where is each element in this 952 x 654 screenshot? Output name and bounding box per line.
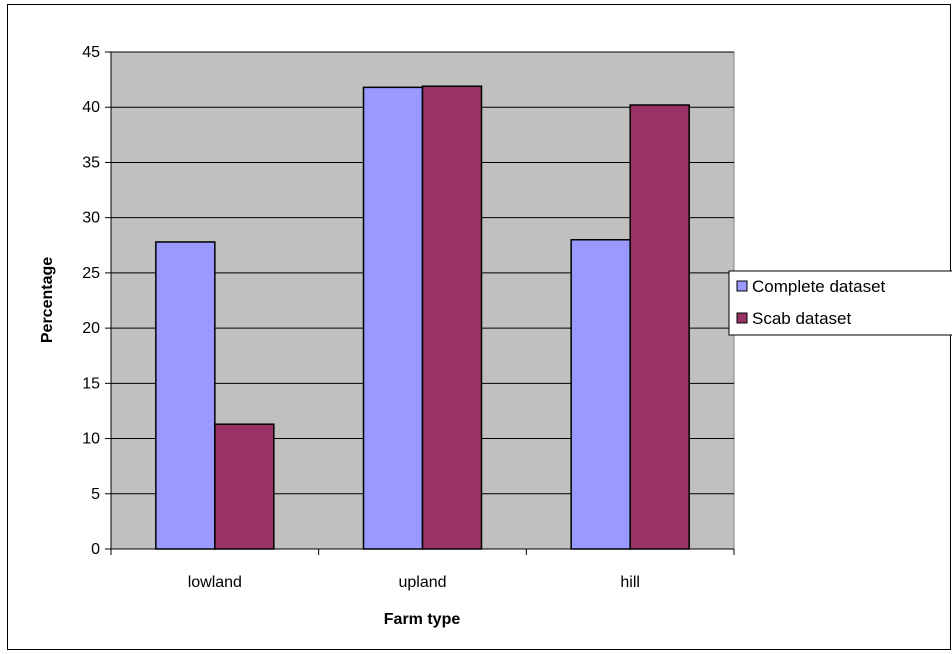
y-tick-label: 10 [82, 431, 100, 448]
x-tick-label: hill [620, 574, 640, 591]
y-tick-label: 30 [82, 210, 100, 227]
y-tick-label: 0 [91, 541, 100, 558]
legend-box [728, 270, 952, 336]
y-tick-label: 20 [82, 320, 100, 337]
x-tick-label: lowland [188, 574, 242, 591]
x-axis-title: Farm type [384, 611, 461, 628]
legend-swatch-scab [736, 312, 748, 324]
bar-complete-dataset-lowland [155, 241, 216, 550]
y-ticks: 0 5 10 15 20 25 30 35 40 45 [82, 44, 111, 558]
x-ticks: lowland upland hill [110, 549, 735, 591]
y-tick-label: 25 [82, 265, 100, 282]
legend-label-scab: Scab dataset [752, 309, 852, 328]
y-tick-label: 5 [91, 486, 100, 503]
y-tick-label: 15 [82, 375, 100, 392]
x-tick-label: upland [398, 574, 446, 591]
y-tick-label: 35 [82, 154, 100, 171]
bar-scab-dataset-lowland [214, 423, 275, 550]
bars [155, 85, 690, 550]
legend: Complete dataset Scab dataset [728, 270, 952, 336]
y-tick-label: 40 [82, 99, 100, 116]
bar-complete-dataset-upland [362, 86, 424, 550]
bar-complete-dataset-hill [570, 239, 631, 550]
legend-swatch-complete [736, 280, 748, 292]
bar-scab-dataset-hill [629, 104, 690, 550]
y-axis-title: Percentage [39, 257, 56, 343]
axes [110, 52, 734, 550]
bar-scab-dataset-upland [421, 85, 483, 550]
legend-label-complete: Complete dataset [752, 277, 886, 296]
y-tick-label: 45 [82, 44, 100, 61]
